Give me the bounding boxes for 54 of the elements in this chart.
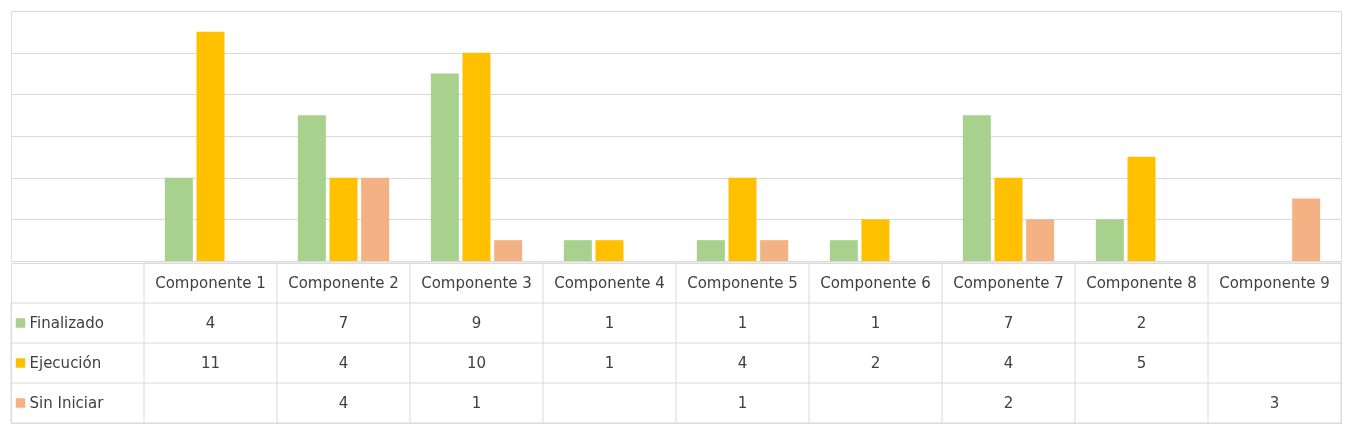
data-label: 4 <box>1003 354 1014 372</box>
legend-label: Finalizado <box>29 314 105 332</box>
x-tick-label: Componente 2 <box>288 274 399 292</box>
bar <box>1095 219 1124 261</box>
data-label: 2 <box>1003 394 1014 412</box>
bar <box>595 240 624 261</box>
bar <box>994 177 1023 261</box>
data-label: 10 <box>466 354 487 372</box>
bar <box>829 240 858 261</box>
data-label: 1 <box>737 394 748 412</box>
legend-label: Sin Iniciar <box>29 394 105 412</box>
data-label: 4 <box>737 354 748 372</box>
data-label: 3 <box>1269 394 1280 412</box>
bar <box>1127 156 1156 261</box>
data-label: 2 <box>1136 314 1147 332</box>
bar <box>494 240 523 261</box>
x-tick-label: Componente 7 <box>953 274 1064 292</box>
data-label: 1 <box>604 354 615 372</box>
bar <box>760 240 789 261</box>
data-label: 4 <box>205 314 216 332</box>
bar <box>1292 198 1321 261</box>
x-tick-label: Componente 4 <box>554 274 665 292</box>
bar <box>696 240 725 261</box>
data-label: 11 <box>200 354 221 372</box>
bar <box>196 31 225 261</box>
bar <box>962 115 991 261</box>
bar <box>164 177 193 261</box>
bar <box>462 52 491 261</box>
bar <box>297 115 326 261</box>
data-label: 1 <box>737 314 748 332</box>
x-tick-label: Componente 1 <box>155 274 266 292</box>
data-label: 5 <box>1136 354 1147 372</box>
bar <box>728 177 757 261</box>
data-label: 1 <box>471 394 482 412</box>
x-tick-label: Componente 3 <box>421 274 532 292</box>
bar <box>1026 219 1055 261</box>
data-label: 4 <box>338 354 349 372</box>
x-tick-label: Componente 5 <box>687 274 798 292</box>
data-label: 1 <box>870 314 881 332</box>
data-label: 7 <box>338 314 349 332</box>
x-tick-label: Componente 6 <box>820 274 931 292</box>
bar <box>329 177 358 261</box>
data-label: 2 <box>870 354 881 372</box>
data-label: 7 <box>1003 314 1014 332</box>
legend-label: Ejecución <box>29 354 102 372</box>
x-tick-label: Componente 8 <box>1086 274 1197 292</box>
data-label: 9 <box>471 314 482 332</box>
bar <box>861 219 890 261</box>
x-tick-label: Componente 9 <box>1219 274 1330 292</box>
data-label: 4 <box>338 394 349 412</box>
bar <box>361 177 390 261</box>
bar <box>430 73 459 261</box>
bar <box>563 240 592 261</box>
data-label: 1 <box>604 314 615 332</box>
